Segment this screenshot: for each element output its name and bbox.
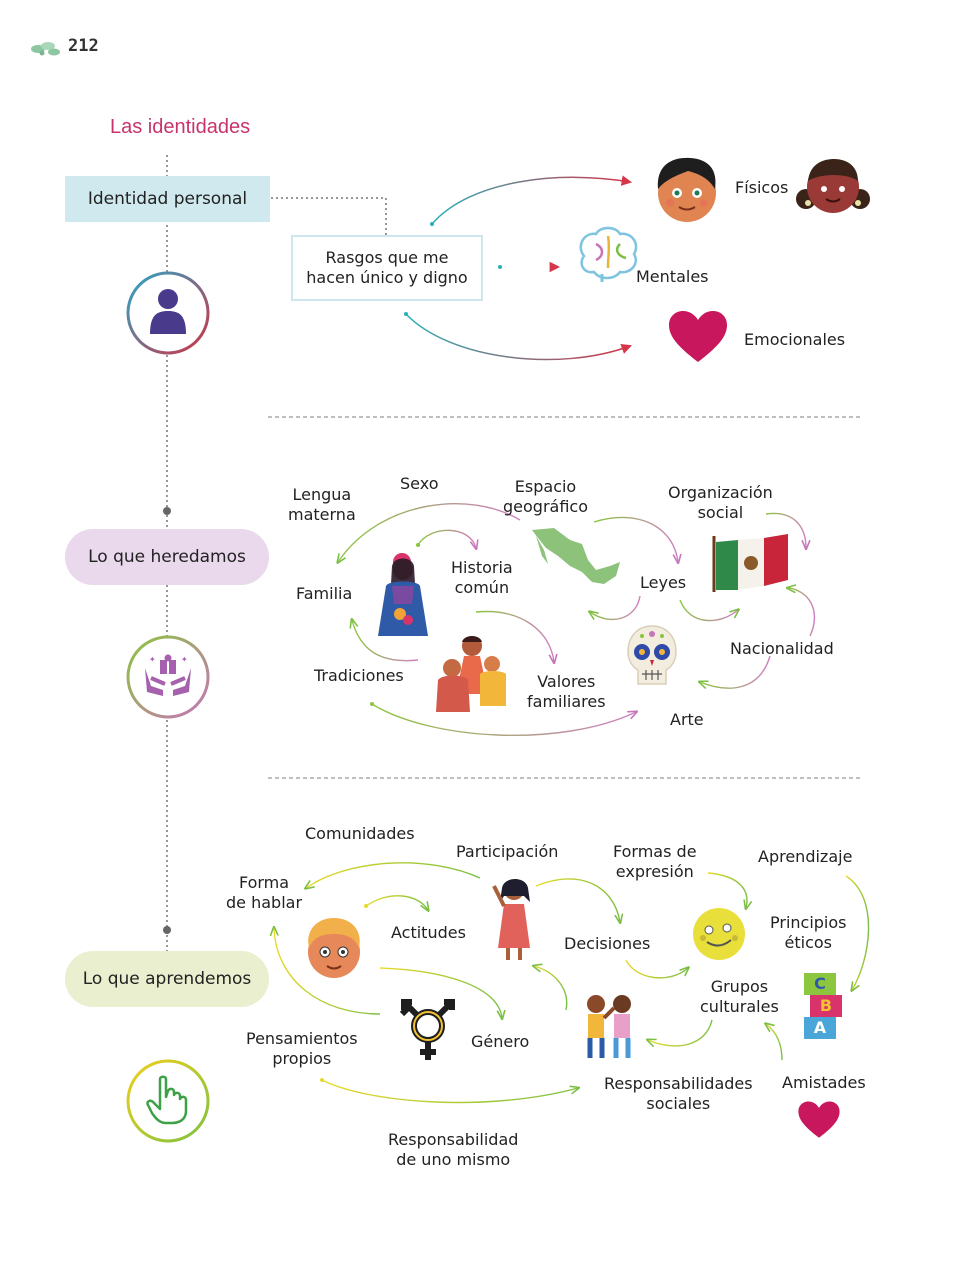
- mentales-label: Mentales: [636, 267, 709, 286]
- resp-sociales-line1: Responsabilidades: [604, 1074, 753, 1093]
- leyes-label: Leyes: [640, 573, 687, 592]
- svg-text:✦: ✦: [181, 655, 188, 664]
- lengua-materna-label: Lengua materna: [288, 485, 356, 525]
- heart-icon: [669, 311, 727, 362]
- forma-hablar-label: Forma de hablar: [226, 873, 302, 913]
- page-number: 212: [68, 36, 99, 56]
- boy-face-icon: [657, 157, 716, 222]
- principios-eticos-label: Principios éticos: [770, 913, 847, 953]
- historia-line2: común: [454, 578, 510, 597]
- page-title: Las identidades: [110, 116, 251, 138]
- principios-line2: éticos: [784, 933, 832, 952]
- lo-que-aprendemos-pill: Lo que aprendemos: [65, 951, 269, 1007]
- family-icon: [436, 636, 506, 712]
- pointing-hand-icon: [146, 1075, 188, 1125]
- resp-mismo-line2: de uno mismo: [396, 1150, 511, 1169]
- emocionales-label: Emocionales: [744, 330, 846, 349]
- girl-standing-icon: [492, 879, 530, 960]
- resp-mismo-label: Responsabilidad de uno mismo: [388, 1130, 518, 1170]
- valores-line1: Valores: [537, 672, 596, 691]
- mexico-flag-icon: [712, 534, 788, 592]
- sexo-label: Sexo: [400, 474, 439, 493]
- abc-blocks-icon: C B A: [804, 973, 844, 1041]
- hands-gift-icon: ✦ ✦: [145, 654, 191, 696]
- svg-text:✦: ✦: [149, 655, 156, 664]
- fisicos-label: Físicos: [735, 178, 789, 197]
- lo-que-heredamos-pill: Lo que heredamos: [65, 529, 269, 585]
- aprendizaje-label: Aprendizaje: [758, 847, 853, 866]
- participacion-label: Participación: [456, 842, 559, 861]
- grupos-line2: culturales: [700, 997, 779, 1016]
- smiley-face-icon: [693, 908, 745, 960]
- girl-face-icon: [796, 159, 870, 213]
- forma-line1: Forma: [238, 873, 290, 892]
- block-c: C: [804, 973, 836, 995]
- resp-sociales-label: Responsabilidades sociales: [604, 1074, 753, 1114]
- friends-icon: [587, 995, 631, 1058]
- heritage-ring: ✦ ✦: [125, 634, 211, 720]
- espacio-geografico-label: Espacio geográfico: [503, 477, 588, 517]
- familia-label: Familia: [296, 584, 353, 603]
- leaf-decoration-icon: [31, 42, 60, 56]
- actitudes-label: Actitudes: [391, 923, 466, 942]
- historia-comun-label: Historia común: [451, 558, 513, 598]
- person-icon: [150, 289, 186, 334]
- organizacion-line1: Organización: [668, 483, 773, 502]
- block-b: B: [810, 995, 842, 1017]
- small-heart-icon: [798, 1101, 840, 1138]
- woman-traditional-icon: [378, 553, 428, 636]
- block-a: A: [804, 1017, 836, 1039]
- espacio-line1: Espacio: [514, 477, 577, 496]
- tradiciones-label: Tradiciones: [314, 666, 404, 685]
- resp-mismo-line1: Responsabilidad: [388, 1130, 519, 1149]
- amistades-label: Amistades: [782, 1073, 866, 1092]
- pensamientos-line2: propios: [272, 1049, 332, 1068]
- arte-label: Arte: [670, 710, 704, 729]
- grupos-culturales-label: Grupos culturales: [700, 977, 779, 1017]
- sugar-skull-icon: [627, 625, 677, 685]
- forma-line2: de hablar: [226, 893, 303, 912]
- lengua-line1: Lengua: [292, 485, 352, 504]
- rasgos-line2: hacen único y digno: [306, 268, 468, 287]
- personal-identity-ring: [125, 270, 211, 356]
- identidad-personal-box: Identidad personal: [65, 176, 270, 222]
- espacio-line2: geográfico: [503, 497, 588, 516]
- lengua-line2: materna: [288, 505, 356, 524]
- curly-boy-face-icon: [308, 918, 360, 978]
- grupos-line1: Grupos: [710, 977, 769, 996]
- organizacion-line2: social: [697, 503, 744, 522]
- rasgos-box: Rasgos que me hacen único y digno: [291, 235, 483, 301]
- principios-line1: Principios: [770, 913, 847, 932]
- rasgos-line1: Rasgos que me: [325, 248, 449, 267]
- historia-line1: Historia: [451, 558, 513, 577]
- pensamientos-propios-label: Pensamientos propios: [246, 1029, 358, 1069]
- pensamientos-line1: Pensamientos: [246, 1029, 358, 1048]
- comunidades-label: Comunidades: [305, 824, 415, 843]
- valores-line2: familiares: [527, 692, 606, 711]
- learning-ring: [125, 1058, 211, 1144]
- organizacion-social-label: Organización social: [668, 483, 773, 523]
- formas-line2: expresión: [615, 862, 694, 881]
- gender-symbol-icon: [399, 999, 455, 1060]
- decisiones-label: Decisiones: [564, 934, 651, 953]
- nacionalidad-label: Nacionalidad: [730, 639, 834, 658]
- genero-label: Género: [471, 1032, 530, 1051]
- formas-line1: Formas de: [613, 842, 697, 861]
- valores-familiares-label: Valores familiares: [527, 672, 606, 712]
- formas-expresion-label: Formas de expresión: [613, 842, 697, 882]
- resp-sociales-line2: sociales: [646, 1094, 711, 1113]
- mexico-map-icon: [532, 528, 620, 584]
- brain-icon: [579, 226, 638, 282]
